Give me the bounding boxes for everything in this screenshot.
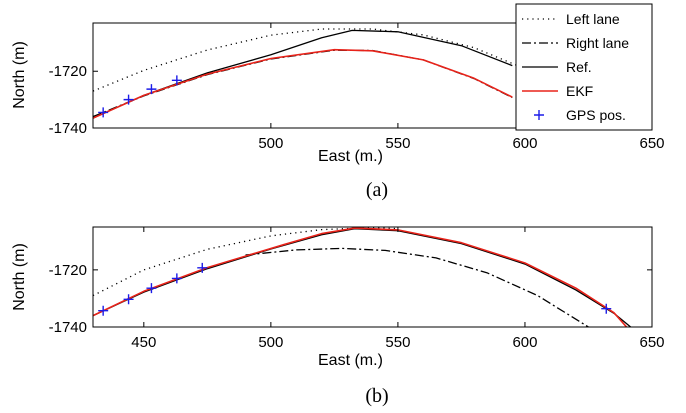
- series-left-lane: [93, 28, 564, 93]
- legend-label: GPS pos.: [566, 107, 626, 123]
- x-tick-label: 550: [385, 135, 410, 152]
- y-tick-label: -1740: [49, 120, 87, 137]
- series-left-lane: [93, 227, 398, 297]
- legend-marker: [534, 110, 544, 120]
- legend: Left lane Right lane Ref. EKF GPS pos.: [515, 3, 653, 131]
- gps-point: [146, 283, 157, 294]
- series-gps-pos: [98, 75, 182, 118]
- panel-1: 450 500 550 600 650 -1720 -1740 East (m.) North …: [11, 226, 665, 407]
- gps-point: [146, 84, 157, 95]
- legend-label: Ref.: [566, 59, 592, 75]
- x-axis-label: East (m.): [318, 352, 383, 369]
- series-ekf: [93, 227, 628, 327]
- plot-frame: [92, 226, 653, 328]
- legend-label: EKF: [566, 83, 593, 99]
- gps-point: [171, 75, 182, 86]
- series-line: [245, 247, 589, 327]
- legend-label: Left lane: [566, 11, 620, 27]
- x-axis-label: East (m.): [318, 148, 383, 165]
- gps-point: [601, 303, 612, 314]
- x-tick-label: 650: [639, 135, 664, 152]
- series-line: [93, 49, 513, 118]
- panel-caption: (b): [365, 385, 388, 407]
- series-line: [93, 28, 564, 93]
- y-axis-label: North (m): [11, 243, 28, 311]
- gps-point: [123, 294, 134, 305]
- x-tick-label: 650: [639, 334, 664, 351]
- series-line: [93, 29, 513, 119]
- series-line: [93, 227, 398, 297]
- series-gps-pos: [98, 262, 612, 316]
- y-axis-label: North (m): [11, 41, 28, 109]
- series-line: [93, 48, 513, 119]
- x-tick-label: 550: [385, 334, 410, 351]
- gps-point: [197, 262, 208, 273]
- gps-point: [123, 94, 134, 105]
- gps-point: [98, 107, 109, 118]
- series-ref: [93, 29, 513, 119]
- panel-caption: (a): [366, 179, 388, 201]
- x-tick-label: 450: [131, 334, 156, 351]
- series-right-lane: [93, 49, 513, 118]
- series-line: [93, 227, 628, 327]
- legend-label: Right lane: [566, 35, 629, 51]
- series-right-lane: [245, 247, 589, 327]
- x-tick-label: 500: [258, 334, 283, 351]
- gps-point: [171, 273, 182, 284]
- y-tick-label: -1720: [49, 63, 87, 80]
- x-tick-label: 500: [258, 135, 283, 152]
- x-tick-label: 600: [512, 135, 537, 152]
- x-tick-label: 600: [512, 334, 537, 351]
- gps-point: [98, 305, 109, 316]
- y-tick-label: -1740: [49, 319, 87, 336]
- series-ekf: [93, 48, 513, 119]
- panel-0: 500 550 600 650 -1720 -1740 East (m.) North (m)…: [11, 3, 665, 201]
- y-tick-label: -1720: [49, 262, 87, 279]
